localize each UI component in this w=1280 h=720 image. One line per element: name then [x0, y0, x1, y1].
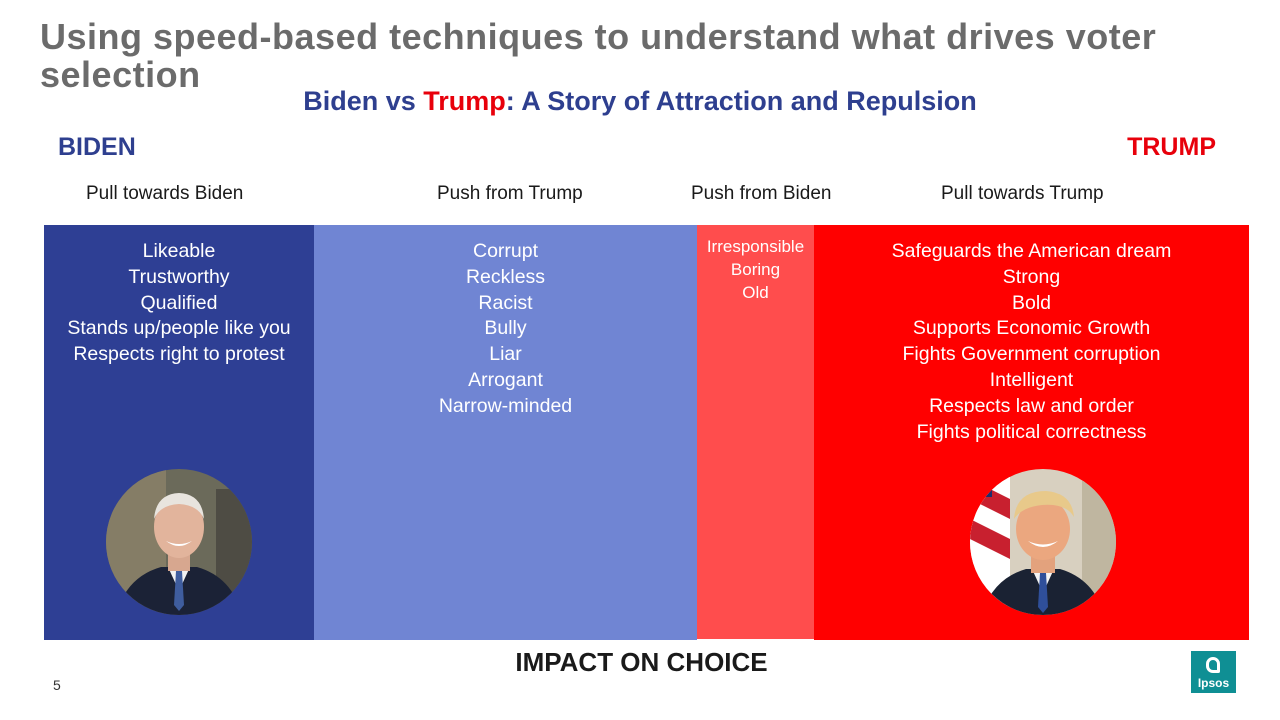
list-item: Narrow-minded: [438, 394, 573, 417]
list-item: Qualified: [140, 291, 218, 314]
impact-axis-label: IMPACT ON CHOICE: [515, 647, 768, 677]
slide-subtitle: Biden vs Trump: A Story of Attraction an…: [0, 86, 1280, 117]
biden-portrait-photo: [106, 469, 252, 615]
list-item: Corrupt: [472, 240, 539, 262]
list-item: Racist: [478, 291, 533, 314]
list-item: Boring: [730, 260, 781, 279]
ipsos-logo: Ipsos: [1191, 651, 1236, 693]
list-item: Fights Government corruption: [902, 343, 1161, 366]
logo-text: Ipsos: [1197, 676, 1230, 690]
list-push-trump: Corrupt Reckless Racist Bully Liar Arrogant Na…: [314, 239, 697, 420]
biden-label: BIDEN: [58, 133, 136, 161]
list-item: Irresponsible: [706, 237, 805, 256]
trump-label: TRUMP: [1127, 133, 1216, 161]
panel-push-trump: Corrupt Reckless Racist Bully Liar Arrogant Na…: [314, 225, 697, 640]
list-item: Safeguards the American dream: [891, 240, 1172, 262]
list-item: Supports Economic Growth: [912, 317, 1151, 340]
list-pull-biden: Likeable Trustworthy Qualified Stands up/pe…: [44, 239, 314, 368]
panel-push-biden: Irresponsible Boring Old: [697, 225, 814, 639]
list-item: Respects law and order: [929, 394, 1134, 417]
list-item: Bold: [1011, 291, 1052, 314]
column-heading-push-biden: Push from Biden: [691, 183, 832, 204]
slide-title: Using speed-based techniques to understa…: [40, 16, 1157, 95]
list-item: Liar: [489, 343, 522, 366]
list-item: Arrogant: [468, 368, 543, 391]
ipsos-mark-icon: [1206, 657, 1220, 673]
list-item: Old: [742, 283, 769, 302]
list-item: Intelligent: [989, 368, 1074, 391]
list-item: Trustworthy: [128, 265, 230, 288]
list-item: Likeable: [142, 240, 216, 262]
list-pull-trump: Safeguards the American dream Strong Bold S…: [814, 239, 1249, 445]
list-item: Strong: [1002, 265, 1061, 288]
column-heading-pull-trump: Pull towards Trump: [941, 183, 1104, 204]
list-item: Stands up/people like you: [67, 317, 291, 340]
list-item: Respects right to protest: [73, 343, 285, 366]
page-number: 5: [53, 677, 61, 693]
subtitle-part2: : A Story of Attraction and Repulsion: [505, 86, 977, 116]
column-heading-push-trump: Push from Trump: [437, 183, 583, 204]
column-heading-pull-biden: Pull towards Biden: [86, 183, 244, 204]
list-push-biden: Irresponsible Boring Old: [697, 235, 814, 304]
list-item: Fights political correctness: [916, 420, 1147, 443]
list-item: Reckless: [465, 265, 546, 288]
list-item: Bully: [484, 317, 527, 340]
trump-portrait-photo: [970, 469, 1116, 615]
subtitle-accent: Trump: [423, 86, 506, 116]
subtitle-part1: Biden vs: [303, 86, 424, 116]
